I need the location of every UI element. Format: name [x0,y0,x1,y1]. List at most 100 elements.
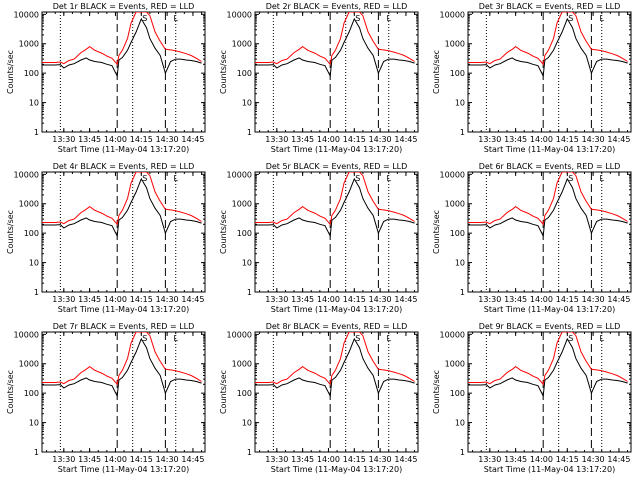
y-tick-label: 1 [247,128,252,137]
y-tick-label: 10000 [227,10,252,19]
events-series-line [42,177,202,238]
lld-series-line [255,172,415,226]
y-tick-label: 1 [460,128,465,137]
x-tick-label: 14:15 [343,295,366,304]
y-tick-label: 10 [29,259,39,268]
y-axis-label: Counts/sec [432,50,441,94]
x-tick-label: 13:45 [504,135,527,144]
x-tick-label: 14:15 [130,135,153,144]
detector-panel: Det 5r BLACK = Events, RED = LLD 1 10 100 10… [219,162,419,314]
flag-label: S [355,174,360,183]
panel-title: Det 7r BLACK = Events, RED = LLD [53,322,195,331]
x-tick-label: 14:00 [317,455,340,464]
y-tick-label: 10 [455,259,465,268]
x-tick-label: 13:45 [78,295,101,304]
y-axis-label: Counts/sec [432,210,441,254]
detector-panel: Det 8r BLACK = Events, RED = LLD 1 10 100 10… [219,322,419,474]
y-tick-label: 100 [237,229,252,238]
x-tick-label: 14:30 [156,455,179,464]
flag-label: L [173,14,178,23]
flag-label: S [142,334,147,343]
y-tick-label: 1 [34,128,39,137]
x-tick-label: 14:30 [369,135,392,144]
x-tick-label: 13:45 [78,135,101,144]
flag-label: L [386,174,391,183]
x-tick-label: 13:45 [78,455,101,464]
y-tick-label: 1 [34,288,39,297]
panel-title: Det 8r BLACK = Events, RED = LLD [266,322,408,331]
panel-title: Det 3r BLACK = Events, RED = LLD [479,2,621,11]
x-tick-label: 13:30 [265,455,288,464]
flag-label: S [142,14,147,23]
lld-series-line [42,12,202,66]
lld-series-line [42,172,202,226]
flag-label: S [568,14,573,23]
panel-title: Det 2r BLACK = Events, RED = LLD [266,2,408,11]
detector-panel: Det 2r BLACK = Events, RED = LLD 1 10 100 10… [219,2,419,154]
y-tick-label: 10000 [227,330,252,339]
events-series-line [468,337,628,398]
x-axis-label: Start Time (11-May-04 13:17:20) [271,305,402,314]
x-tick-label: 14:15 [343,455,366,464]
y-axis-label: Counts/sec [6,210,15,254]
panel-title: Det 6r BLACK = Events, RED = LLD [479,162,621,171]
x-tick-label: 14:30 [156,135,179,144]
x-tick-label: 14:15 [556,135,579,144]
y-tick-label: 100 [450,69,465,78]
x-tick-label: 14:45 [394,295,417,304]
detector-panel: Det 1r BLACK = Events, RED = LLD 1 10 100 10… [6,2,206,154]
y-tick-label: 10 [29,99,39,108]
y-tick-label: 100 [237,69,252,78]
y-axis-label: Counts/sec [219,210,228,254]
flag-label: L [386,334,391,343]
plot-frame [41,171,206,293]
x-tick-label: 14:00 [317,295,340,304]
events-series-line [468,17,628,78]
lld-series-line [468,332,628,386]
detector-panel: Det 6r BLACK = Events, RED = LLD 1 10 100 10… [432,162,632,314]
panel-title: Det 5r BLACK = Events, RED = LLD [266,162,408,171]
panel-title: Det 9r BLACK = Events, RED = LLD [479,322,621,331]
x-tick-label: 13:30 [478,295,501,304]
y-tick-label: 100 [450,229,465,238]
plot-frame [467,171,632,293]
y-tick-label: 100 [450,389,465,398]
flag-label: L [599,334,604,343]
y-tick-label: 10 [29,419,39,428]
x-tick-label: 13:45 [504,295,527,304]
y-axis-label: Counts/sec [219,370,228,414]
x-tick-label: 14:30 [582,295,605,304]
y-tick-label: 1 [34,448,39,457]
plot-frame [41,331,206,453]
y-tick-label: 10000 [14,330,39,339]
x-tick-label: 14:45 [607,295,630,304]
plot-frame [41,11,206,133]
x-tick-label: 14:45 [607,135,630,144]
y-tick-label: 10000 [440,10,465,19]
y-tick-label: 1 [460,288,465,297]
flag-label: S [355,14,360,23]
x-axis-label: Start Time (11-May-04 13:17:20) [484,145,615,154]
x-tick-label: 14:00 [104,135,127,144]
x-axis-label: Start Time (11-May-04 13:17:20) [271,145,402,154]
x-tick-label: 14:45 [181,455,204,464]
x-tick-label: 14:00 [317,135,340,144]
x-axis-label: Start Time (11-May-04 13:17:20) [58,145,189,154]
events-series-line [255,177,415,238]
detector-panel: Det 9r BLACK = Events, RED = LLD 1 10 100 10… [432,322,632,474]
x-tick-label: 13:30 [478,135,501,144]
plot-frame [467,331,632,453]
x-tick-label: 13:30 [265,295,288,304]
y-tick-label: 10000 [14,10,39,19]
events-series-line [255,17,415,78]
panel-title: Det 1r BLACK = Events, RED = LLD [53,2,195,11]
flag-label: S [355,334,360,343]
y-tick-label: 1000 [232,200,252,209]
x-tick-label: 14:30 [156,295,179,304]
events-series-line [42,337,202,398]
plot-frame [254,11,419,133]
detector-panel: Det 3r BLACK = Events, RED = LLD 1 10 100 10… [432,2,632,154]
y-tick-label: 100 [24,389,39,398]
y-tick-label: 10 [242,419,252,428]
x-tick-label: 14:15 [343,135,366,144]
